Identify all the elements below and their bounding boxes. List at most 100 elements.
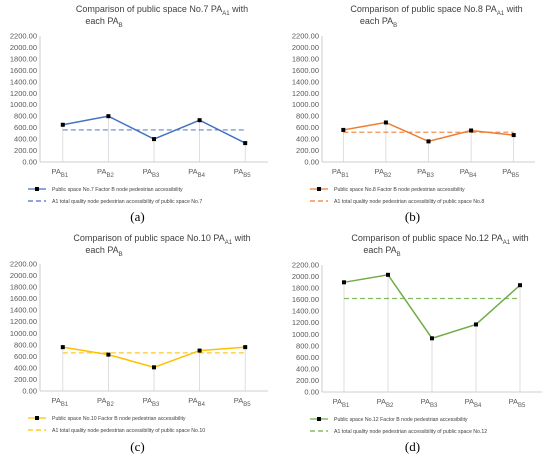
y-tick-label: 1800.00 bbox=[10, 54, 37, 63]
y-tick-label: 600.00 bbox=[296, 123, 319, 132]
y-tick-label: 400.00 bbox=[296, 364, 319, 373]
data-point bbox=[106, 352, 111, 357]
data-point bbox=[383, 120, 388, 125]
y-tick-label: 200.00 bbox=[14, 146, 37, 155]
legend-marker-main bbox=[35, 187, 39, 191]
x-tick-label: PAB1 bbox=[51, 167, 68, 179]
data-point bbox=[386, 272, 390, 277]
legend-label-main: Public space No.7 Factor B node pedestri… bbox=[52, 187, 183, 193]
x-tick-label: PAB1 bbox=[51, 396, 68, 408]
y-tick-label: 200.00 bbox=[296, 146, 319, 155]
x-tick-label: PAB4 bbox=[460, 167, 477, 179]
data-point bbox=[341, 127, 346, 132]
y-tick-label: 1400.00 bbox=[10, 77, 37, 86]
y-tick-label: 400.00 bbox=[14, 363, 37, 372]
y-tick-label: 800.00 bbox=[14, 112, 37, 121]
chart-panel-b: Comparison of public space No.8 PAA1 wit… bbox=[275, 0, 550, 229]
x-tick-label: PAB5 bbox=[509, 397, 526, 409]
y-tick-label: 0.00 bbox=[22, 387, 37, 396]
y-tick-label: 1800.00 bbox=[10, 283, 37, 292]
legend-label-main: Public space No.8 Factor B node pedestri… bbox=[334, 187, 465, 193]
y-tick-label: 0.00 bbox=[304, 388, 319, 397]
data-point bbox=[60, 345, 65, 350]
x-tick-label: PAB5 bbox=[234, 396, 251, 408]
data-point bbox=[518, 283, 522, 288]
chart-title: Comparison of public space No.12 PAA1 wi… bbox=[351, 233, 528, 246]
chart-title-line2: each PAB bbox=[363, 245, 400, 258]
data-point bbox=[342, 280, 346, 285]
legend-label-reference: A1 total quality node pedestrian accessi… bbox=[334, 429, 487, 435]
x-tick-label: PAB5 bbox=[502, 167, 519, 179]
y-tick-label: 2200.00 bbox=[292, 261, 319, 270]
y-tick-label: 2200.00 bbox=[10, 32, 37, 41]
x-tick-label: PAB1 bbox=[332, 167, 349, 179]
x-tick-label: PAB3 bbox=[143, 167, 160, 179]
y-tick-label: 1200.00 bbox=[10, 89, 37, 98]
chart-title-line2: each PAB bbox=[85, 245, 122, 258]
chart-title-line2: each PAB bbox=[85, 16, 122, 29]
data-point bbox=[152, 365, 156, 370]
x-tick-label: PAB4 bbox=[465, 397, 482, 409]
data-point bbox=[197, 118, 202, 123]
y-tick-label: 1600.00 bbox=[10, 294, 37, 303]
y-tick-label: 1200.00 bbox=[10, 317, 37, 326]
panel-label: (c) bbox=[130, 439, 144, 454]
data-point bbox=[60, 122, 65, 127]
y-tick-label: 1600.00 bbox=[10, 66, 37, 75]
y-tick-label: 1000.00 bbox=[10, 329, 37, 338]
chart-title: Comparison of public space No.7 PAA1 wit… bbox=[76, 4, 248, 17]
legend-label-reference: A1 total quality node pedestrian accessi… bbox=[334, 199, 484, 205]
y-tick-label: 1400.00 bbox=[292, 307, 319, 316]
chart-svg-c: Comparison of public space No.10 PAA1 wi… bbox=[10, 233, 268, 454]
panel-label: (d) bbox=[405, 439, 420, 454]
y-tick-label: 1800.00 bbox=[292, 54, 319, 63]
chart-title: Comparison of public space No.8 PAA1 wit… bbox=[350, 4, 522, 17]
y-tick-label: 1200.00 bbox=[292, 318, 319, 327]
y-tick-label: 200.00 bbox=[296, 376, 319, 385]
y-tick-label: 2000.00 bbox=[10, 43, 37, 52]
y-tick-label: 1200.00 bbox=[292, 89, 319, 98]
y-tick-label: 1800.00 bbox=[292, 284, 319, 293]
x-tick-label: PAB1 bbox=[333, 397, 350, 409]
data-point bbox=[474, 322, 478, 327]
y-tick-label: 1000.00 bbox=[10, 100, 37, 109]
chart-panel-a: Comparison of public space No.7 PAA1 wit… bbox=[0, 0, 275, 229]
y-tick-label: 1600.00 bbox=[292, 295, 319, 304]
chart-svg-a: Comparison of public space No.7 PAA1 wit… bbox=[10, 4, 268, 224]
data-point bbox=[469, 128, 474, 133]
legend-label-reference: A1 total quality node pedestrian accessi… bbox=[52, 199, 202, 205]
chart-panel-d: Comparison of public space No.12 PAA1 wi… bbox=[275, 229, 550, 458]
panel-label: (b) bbox=[405, 209, 420, 224]
legend-marker-main bbox=[317, 187, 321, 191]
y-tick-label: 600.00 bbox=[14, 352, 37, 361]
y-tick-label: 0.00 bbox=[304, 158, 319, 167]
data-point bbox=[430, 336, 434, 341]
y-tick-label: 800.00 bbox=[14, 340, 37, 349]
x-tick-label: PAB2 bbox=[97, 167, 114, 179]
main-series-line bbox=[343, 273, 521, 340]
chart-title-line2: each PAB bbox=[360, 16, 397, 29]
y-tick-label: 0.00 bbox=[22, 158, 37, 167]
y-tick-label: 2000.00 bbox=[292, 272, 319, 281]
chart-panel-c: Comparison of public space No.10 PAA1 wi… bbox=[0, 229, 275, 458]
y-tick-label: 1400.00 bbox=[292, 77, 319, 86]
y-tick-label: 2000.00 bbox=[10, 271, 37, 280]
y-tick-label: 800.00 bbox=[296, 341, 319, 350]
x-tick-label: PAB3 bbox=[417, 167, 434, 179]
y-tick-label: 800.00 bbox=[296, 112, 319, 121]
data-point bbox=[511, 133, 516, 138]
data-point bbox=[197, 348, 202, 353]
y-tick-label: 400.00 bbox=[296, 135, 319, 144]
panel-label: (a) bbox=[130, 209, 144, 224]
data-point bbox=[152, 137, 156, 142]
data-point bbox=[243, 345, 248, 350]
x-tick-label: PAB2 bbox=[377, 397, 394, 409]
data-point bbox=[243, 141, 248, 146]
x-tick-label: PAB3 bbox=[143, 396, 160, 408]
x-tick-label: PAB4 bbox=[188, 396, 205, 408]
x-tick-label: PAB3 bbox=[421, 397, 438, 409]
y-tick-label: 600.00 bbox=[296, 353, 319, 362]
legend-marker-main bbox=[35, 416, 39, 420]
data-point bbox=[426, 139, 431, 144]
y-tick-label: 400.00 bbox=[14, 135, 37, 144]
